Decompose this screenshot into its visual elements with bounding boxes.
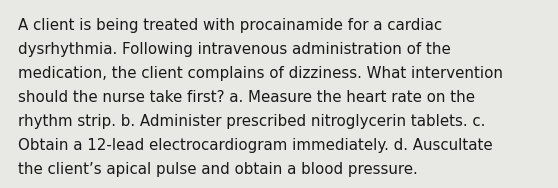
Text: rhythm strip. b. Administer prescribed nitroglycerin tablets. c.: rhythm strip. b. Administer prescribed n… [18,114,485,129]
Text: dysrhythmia. Following intravenous administration of the: dysrhythmia. Following intravenous admin… [18,42,451,57]
Text: medication, the client complains of dizziness. What intervention: medication, the client complains of dizz… [18,66,503,81]
Text: the client’s apical pulse and obtain a blood pressure.: the client’s apical pulse and obtain a b… [18,162,418,177]
Text: Obtain a 12-lead electrocardiogram immediately. d. Auscultate: Obtain a 12-lead electrocardiogram immed… [18,138,493,153]
Text: A client is being treated with procainamide for a cardiac: A client is being treated with procainam… [18,18,442,33]
Text: should the nurse take first? a. Measure the heart rate on the: should the nurse take first? a. Measure … [18,90,475,105]
